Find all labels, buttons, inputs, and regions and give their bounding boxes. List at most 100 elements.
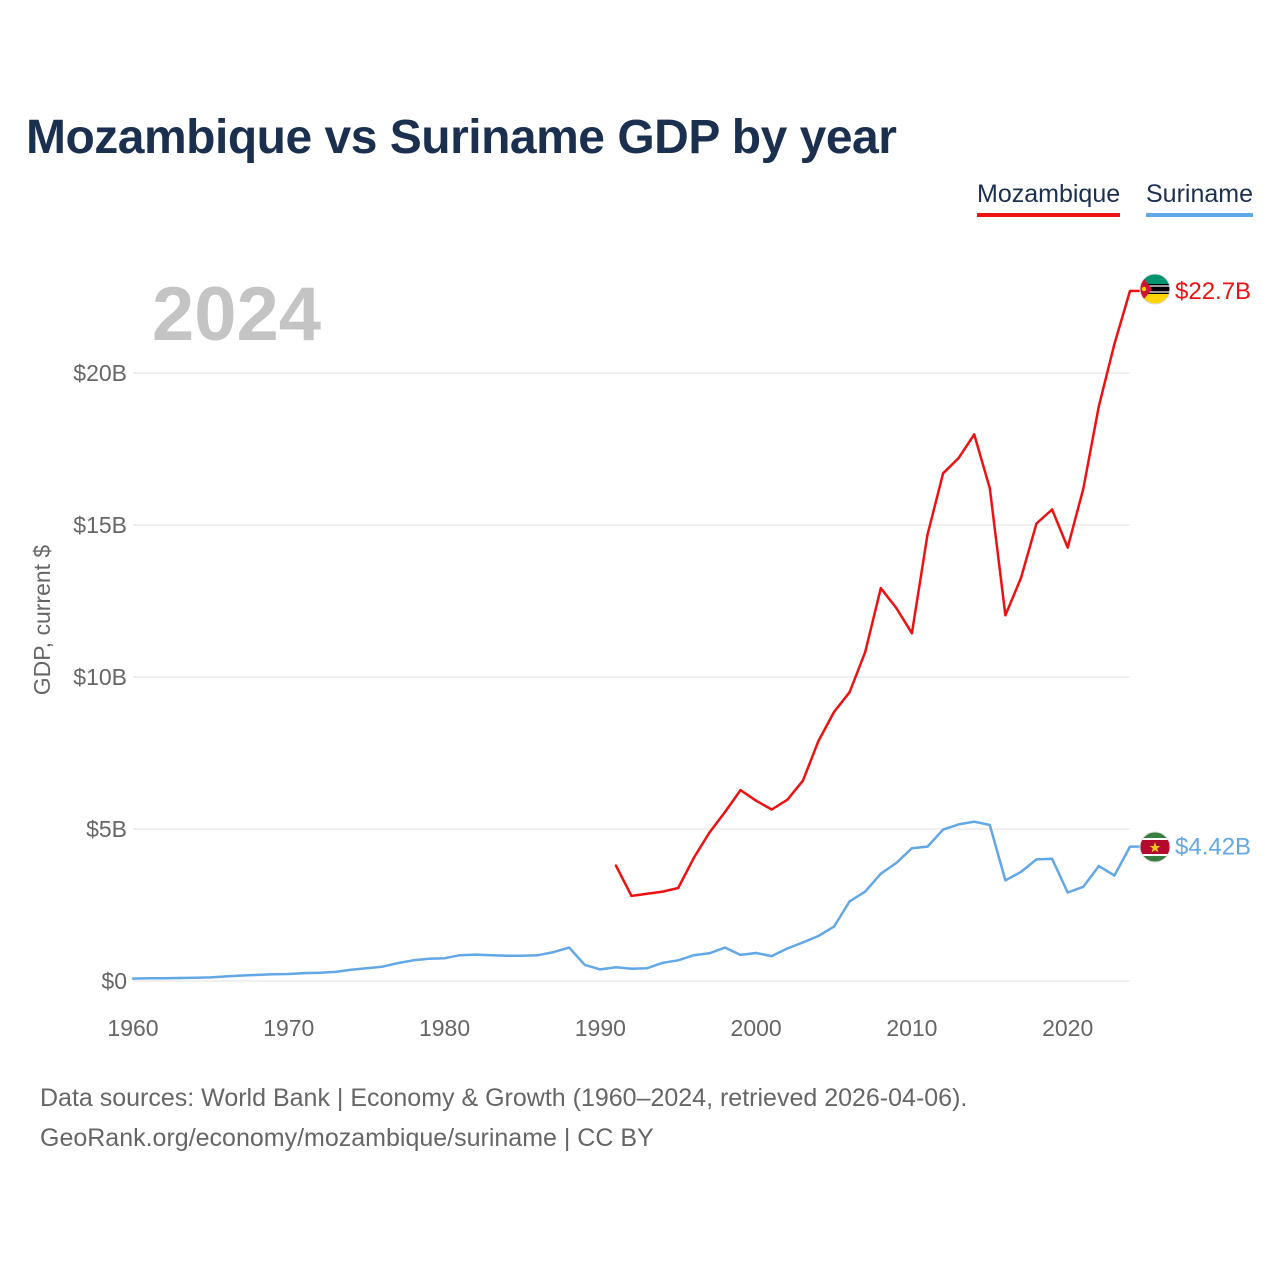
data-point-mozambique [832,710,836,714]
data-point-mozambique [817,739,820,743]
series-line-suriname [132,820,1132,980]
y-tick-label: $10B [73,664,127,690]
data-point-suriname [786,947,789,950]
data-point-mozambique [708,831,711,834]
data-point-suriname [490,954,493,957]
y-tick-label: $20B [73,360,127,386]
data-point-suriname [209,976,213,979]
data-point-suriname [178,976,181,980]
y-tick-label: $5B [86,816,127,842]
data-point-mozambique [786,798,789,801]
data-point-suriname [708,952,711,955]
y-tick-label: $15B [73,512,127,538]
data-point-suriname [754,951,758,955]
data-point-mozambique [957,456,960,460]
data-point-mozambique [926,533,929,536]
data-point-suriname [194,976,197,979]
x-tick-label: 2020 [1042,1015,1093,1041]
data-point-mozambique [1097,405,1101,408]
legend-item-mozambique[interactable]: Mozambique [977,180,1121,217]
footer-source-link[interactable]: GeoRank.org/economy/mozambique/suriname … [40,1124,654,1152]
data-point-suriname [614,966,618,969]
data-point-mozambique [723,810,727,814]
data-point-suriname [427,957,431,960]
data-point-suriname [723,946,727,949]
data-point-suriname [692,954,695,957]
data-point-suriname [272,973,275,976]
suriname-flag-icon [1140,832,1170,862]
data-point-suriname [1035,858,1038,861]
data-point-suriname [381,965,384,968]
x-tick-label: 1990 [575,1015,626,1041]
data-point-suriname [1113,874,1116,877]
data-point-suriname [365,967,368,970]
data-point-mozambique [754,799,758,802]
data-point-suriname [677,959,680,962]
data-point-suriname [1004,879,1007,882]
data-point-suriname [910,847,914,850]
data-point-suriname [957,823,960,826]
data-point-suriname [256,973,259,977]
x-tick-label: 1970 [263,1015,314,1041]
data-point-mozambique [1050,508,1054,511]
data-point-suriname [1019,870,1023,874]
data-point-suriname [739,953,742,957]
data-point-mozambique [895,606,898,610]
data-point-suriname [521,954,524,957]
mozambique-flag-icon [1140,274,1170,304]
series-line-mozambique [614,290,1132,898]
data-point-mozambique [988,487,991,490]
legend-item-suriname[interactable]: Suriname [1146,180,1253,217]
data-point-suriname [661,961,664,964]
data-point-suriname [879,872,882,875]
data-point-mozambique [848,691,851,694]
data-point-mozambique [879,587,882,590]
data-point-suriname [1097,864,1101,868]
data-point-suriname [443,957,446,960]
data-point-suriname [817,934,820,938]
y-tick-label: $0 [101,968,127,994]
x-tick-label: 1980 [419,1015,470,1041]
data-point-suriname [505,954,509,957]
data-point-suriname [474,953,477,956]
data-point-suriname [536,954,540,957]
footer-data-sources: Data sources: World Bank | Economy & Gro… [40,1084,968,1112]
data-point-mozambique [1082,487,1085,490]
data-point-suriname [832,925,836,928]
data-point-suriname [396,961,399,965]
data-point-suriname [225,975,228,978]
data-point-suriname [973,820,976,823]
data-point-suriname [240,974,244,977]
data-point-suriname [131,977,135,980]
data-point-suriname [1082,885,1085,888]
data-point-suriname [895,861,898,865]
data-point-suriname [599,968,602,971]
data-point-suriname [864,890,867,893]
data-point-mozambique [941,472,945,475]
data-point-suriname [349,968,353,971]
data-point-mozambique [630,894,633,898]
data-point-mozambique [645,892,649,895]
end-value-label-mozambique: $22.7B [1175,278,1251,305]
y-axis-label: GDP, current $ [29,545,55,696]
chart-title: Mozambique vs Suriname GDP by year [26,111,897,164]
current-year-watermark: 2024 [152,272,321,357]
data-point-mozambique [801,779,805,782]
data-point-mozambique [739,788,742,792]
data-point-suriname [770,954,773,958]
data-point-suriname [458,954,462,957]
data-point-suriname [630,967,633,970]
data-point-mozambique [1019,576,1023,580]
data-point-suriname [568,946,571,949]
data-point-suriname [926,845,929,848]
data-point-suriname [334,970,337,974]
data-point-mozambique [1004,614,1007,617]
data-point-suriname [163,977,166,980]
data-point-suriname [287,972,290,976]
data-point-mozambique [692,856,695,860]
x-tick-label: 2000 [731,1015,782,1041]
x-tick-label: 2010 [886,1015,937,1041]
data-point-mozambique [910,632,914,635]
data-point-suriname [1050,857,1054,860]
data-point-suriname [1066,891,1069,894]
